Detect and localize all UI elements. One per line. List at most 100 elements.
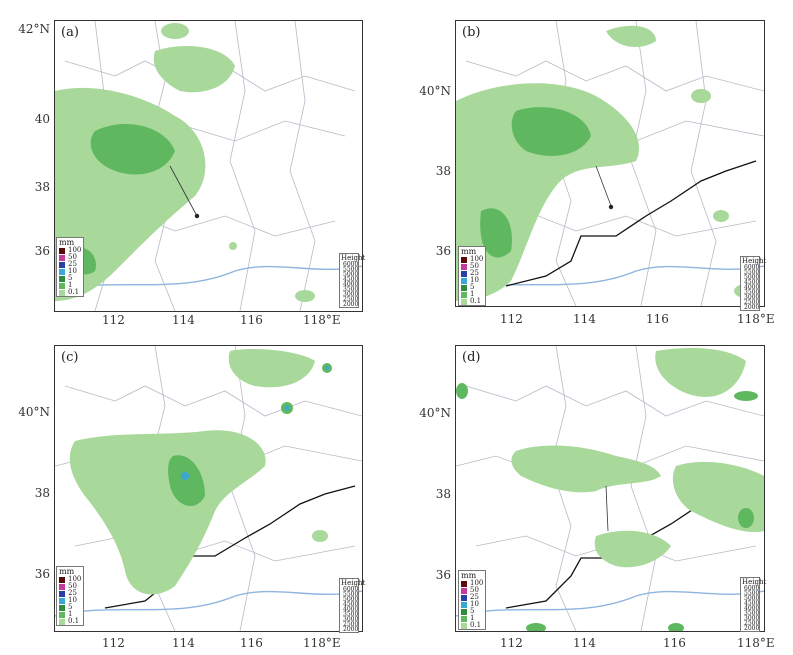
legend-swatch bbox=[59, 618, 65, 625]
precip-legend-row: 1 bbox=[459, 615, 485, 622]
height-legend-row: 3500 bbox=[340, 286, 358, 292]
precip-legend-unit: mm bbox=[59, 567, 75, 576]
precip-legend-unit: mm bbox=[461, 247, 477, 256]
legend-label: 5 bbox=[68, 274, 73, 282]
map-b bbox=[456, 21, 764, 306]
height-legend-row: 5500 bbox=[741, 589, 760, 597]
legend-label: 2500 bbox=[343, 295, 359, 303]
legend-label: 2000 bbox=[744, 303, 760, 311]
legend-swatch bbox=[461, 291, 467, 298]
height-legend-row: 5000 bbox=[741, 595, 759, 601]
lat-tick-c-0: 40°N bbox=[18, 405, 50, 419]
height-legend-row: 3500 bbox=[741, 609, 760, 617]
precip-legend: mm 100 50 25 10 5 1 0.1 bbox=[458, 570, 486, 630]
height-legend-row: 6000 bbox=[741, 264, 759, 270]
legend-label: 3000 bbox=[744, 293, 760, 301]
precip-legend-row: 10 bbox=[57, 597, 83, 604]
height-legend-row: 6000 bbox=[340, 586, 358, 592]
legend-label: 25 bbox=[68, 589, 77, 597]
legend-label: 4000 bbox=[343, 280, 359, 288]
legend-label: 5500 bbox=[744, 589, 760, 597]
legend-label: 2500 bbox=[744, 298, 760, 306]
lon-tick-b-1: 114 bbox=[573, 312, 596, 326]
legend-label: 5000 bbox=[744, 273, 760, 281]
height-legend-row: 4500 bbox=[741, 278, 760, 286]
legend-swatch bbox=[59, 289, 65, 296]
height-legend-row: 4000 bbox=[340, 605, 359, 613]
height-legend-row: 2500 bbox=[340, 621, 358, 627]
precip-legend-row: 25 bbox=[57, 590, 83, 597]
legend-label: 2000 bbox=[343, 300, 359, 308]
lat-tick-d-1: 38 bbox=[435, 487, 451, 501]
height-legend-row: 3500 bbox=[340, 611, 358, 617]
legend-label: 100 bbox=[470, 579, 484, 587]
legend-swatch bbox=[59, 604, 65, 611]
precip-legend-row: 25 bbox=[459, 270, 485, 277]
legend-swatch bbox=[59, 247, 65, 254]
lon-tick-d-0: 112 bbox=[500, 636, 523, 650]
legend-label: 25 bbox=[470, 593, 479, 601]
legend-swatch bbox=[59, 275, 65, 282]
legend-label: 4000 bbox=[744, 604, 760, 612]
height-legend: Height 6000 5500 5000 4500 4000 3500 3000 2500 20… bbox=[740, 256, 766, 311]
height-legend-row: 5000 bbox=[340, 596, 358, 602]
height-legend-row: 4500 bbox=[340, 275, 359, 283]
precip-legend-row: 100 bbox=[459, 580, 485, 587]
lon-tick-d-2: 116 bbox=[663, 636, 686, 650]
legend-label: 50 bbox=[470, 586, 479, 594]
legend-label: 2000 bbox=[744, 624, 760, 632]
legend-label: 4500 bbox=[343, 275, 359, 283]
legend-label: 5 bbox=[470, 283, 475, 291]
height-legend-row: 2000 bbox=[340, 300, 359, 308]
lon-tick-b-2: 116 bbox=[646, 312, 669, 326]
legend-label: 4500 bbox=[744, 599, 760, 607]
legend-label: 5 bbox=[470, 607, 475, 615]
precip-legend: mm 100 50 25 10 5 1 0.1 bbox=[56, 237, 84, 297]
legend-label: 50 bbox=[68, 253, 77, 261]
height-legend-row: 2000 bbox=[741, 303, 760, 311]
legend-swatch bbox=[461, 622, 467, 629]
legend-label: 4500 bbox=[744, 278, 760, 286]
panel-label-d: (d) bbox=[462, 350, 481, 365]
height-legend-row: 4000 bbox=[741, 604, 760, 612]
legend-label: 10 bbox=[470, 276, 479, 284]
boundary-b bbox=[505, 160, 757, 287]
map-a bbox=[55, 21, 362, 311]
precip-legend-row: 1 bbox=[57, 282, 83, 289]
height-legend-row: 2500 bbox=[741, 620, 759, 626]
legend-label: 3500 bbox=[744, 609, 760, 617]
precip-legend-row: 25 bbox=[459, 594, 485, 601]
legend-label: 10 bbox=[68, 267, 77, 275]
legend-label: 4000 bbox=[343, 605, 359, 613]
legend-swatch bbox=[461, 277, 467, 284]
legend-label: 1 bbox=[470, 614, 475, 622]
legend-swatch bbox=[59, 282, 65, 289]
height-legend-title: Height bbox=[742, 578, 767, 586]
lat-tick-a-0: 42°N bbox=[18, 22, 50, 36]
lon-tick-a-1: 114 bbox=[172, 313, 195, 327]
height-legend-row: 2500 bbox=[741, 298, 760, 306]
legend-label: 1 bbox=[68, 281, 73, 289]
height-legend-row: 5500 bbox=[741, 269, 759, 275]
lon-tick-b-0: 112 bbox=[500, 312, 523, 326]
precip-legend-row: 100 bbox=[459, 256, 485, 263]
precip-legend-unit: mm bbox=[59, 238, 75, 247]
lat-tick-b-1: 38 bbox=[435, 164, 451, 178]
height-legend-row: 5500 bbox=[340, 591, 358, 597]
legend-label: 0.1 bbox=[470, 621, 482, 629]
precip-legend-row: 1 bbox=[57, 611, 83, 618]
panel-label-c: (c) bbox=[61, 350, 79, 365]
legend-swatch bbox=[59, 611, 65, 618]
lon-tick-d-1: 114 bbox=[573, 636, 596, 650]
precip-legend-row: 0.1 bbox=[459, 298, 485, 305]
legend-swatch bbox=[59, 576, 65, 583]
legend-label: 6000 bbox=[744, 584, 760, 592]
height-legend: Height 6000 5500 5000 4500 4000 3500 3000 2500 20… bbox=[339, 578, 366, 633]
lat-tick-c-1: 38 bbox=[34, 486, 50, 500]
height-legend-row: 5000 bbox=[741, 273, 760, 281]
legend-label: 6000 bbox=[343, 260, 359, 268]
precip-legend-row: 50 bbox=[57, 583, 83, 590]
height-legend-row: 3000 bbox=[741, 293, 760, 301]
height-legend-title: Height bbox=[341, 579, 366, 587]
legend-swatch bbox=[59, 590, 65, 597]
